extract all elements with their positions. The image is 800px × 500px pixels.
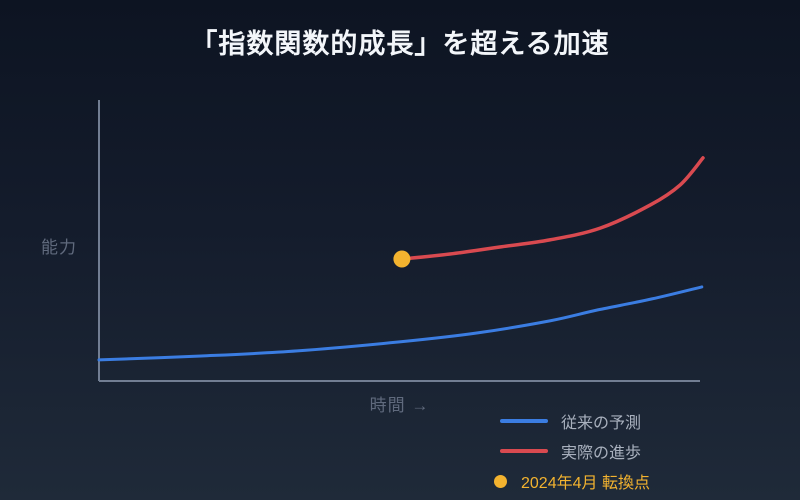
legend-item-actual-progress: 実際の進歩 [500, 436, 650, 466]
yellow-dot-swatch [494, 474, 507, 488]
turning-point-marker [393, 250, 411, 268]
legend-item-turning-point: 2024年4月 転換点 [494, 466, 650, 496]
chart-title: 「指数関数的成長」を超える加速 [190, 29, 610, 59]
x-axis-label: 時間 → [369, 396, 430, 415]
conventional-forecast-line [97, 285, 704, 362]
legend-label-conventional-forecast: 従来の予測 [561, 415, 642, 432]
chart-legend: 従来の予測 実際の進歩 2024年4月 転換点 [494, 406, 650, 496]
actual-progress-line [400, 156, 705, 261]
legend-label-turning-point: 2024年4月 転換点 [521, 475, 650, 492]
red-line-swatch [500, 449, 548, 453]
legend-label-actual-progress: 実際の進歩 [561, 445, 642, 462]
y-axis-label: 能力 [41, 238, 77, 257]
blue-line-swatch [500, 419, 548, 423]
legend-item-conventional-forecast: 従来の予測 [500, 406, 650, 436]
